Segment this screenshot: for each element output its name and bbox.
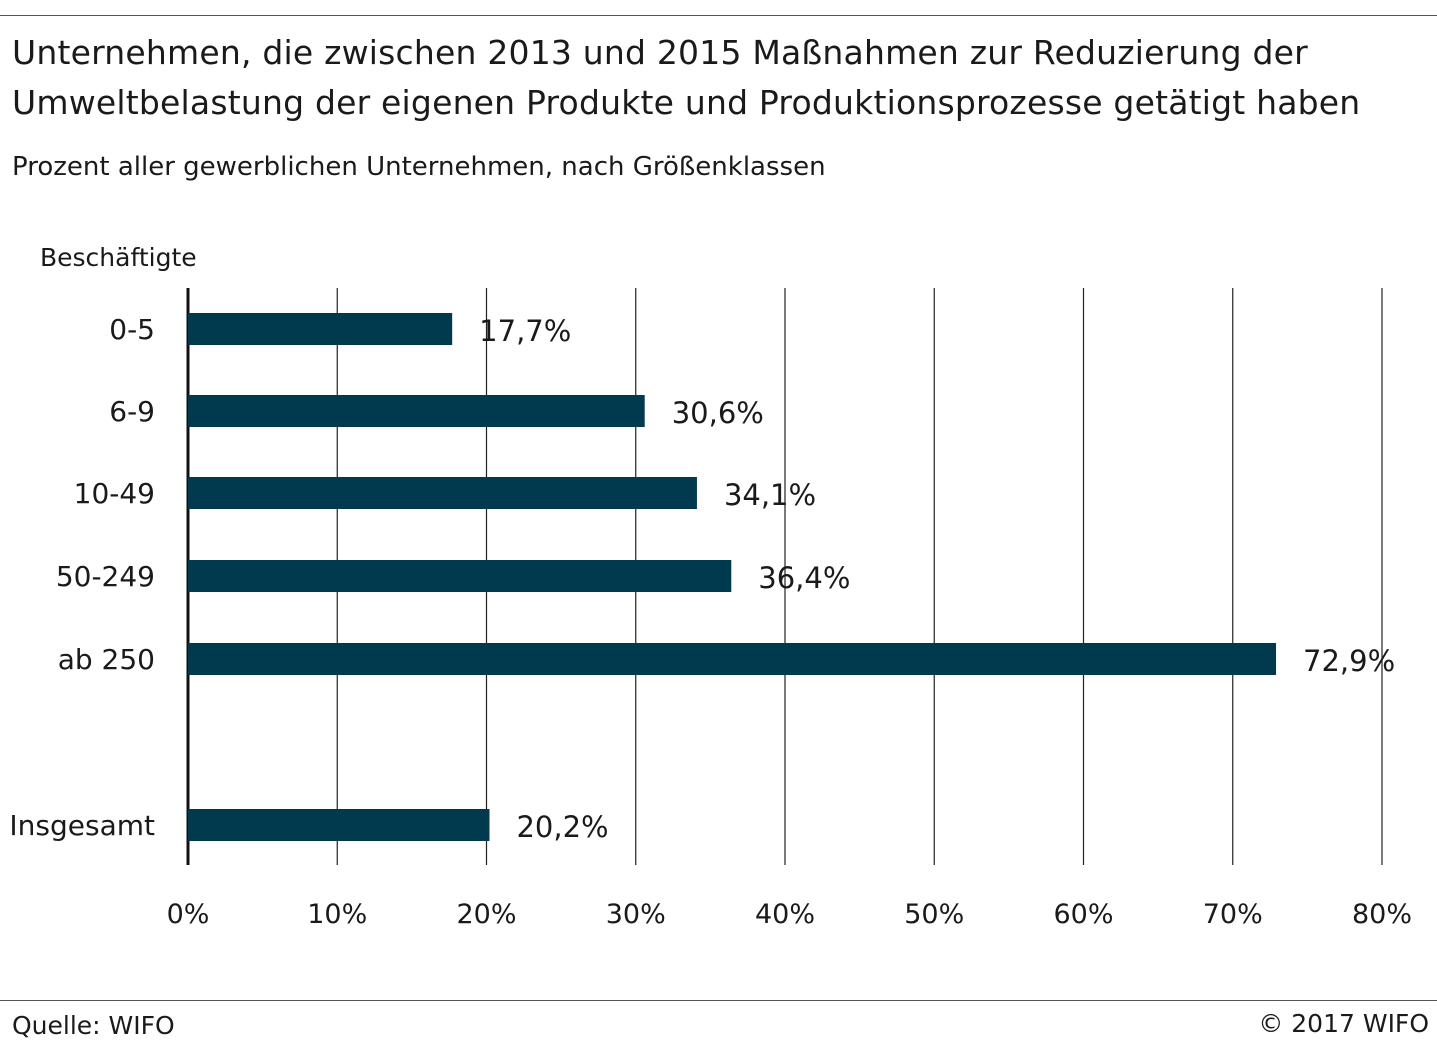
top-rule	[0, 15, 1437, 16]
category-label: Insgesamt	[9, 809, 155, 842]
data-label: 30,6%	[672, 396, 764, 430]
copyright-note: © 2017 WIFO	[1258, 1009, 1429, 1038]
bar	[188, 560, 732, 592]
chart-title-line-2: Umweltbelastung der eigenen Produkte und…	[12, 83, 1361, 122]
category-label: 50-249	[56, 560, 155, 593]
data-label: 17,7%	[479, 314, 571, 348]
category-label: 6-9	[109, 395, 155, 428]
gridlines	[186, 288, 1383, 865]
x-tick-label: 30%	[606, 899, 666, 930]
x-tick-label: 0%	[167, 899, 210, 930]
x-tick-label: 60%	[1053, 899, 1113, 930]
category-label: ab 250	[58, 643, 155, 676]
x-tick-label: 20%	[456, 899, 516, 930]
data-label: 72,9%	[1303, 644, 1395, 678]
x-tick-label: 70%	[1203, 899, 1263, 930]
x-tick-label: 40%	[755, 899, 815, 930]
labels: 0% 10% 20% 30% 40% 50% 60% 70% 80% 0-5 17,7% 6-9 30,…	[9, 313, 1412, 930]
bar	[188, 395, 645, 427]
category-axis-label: Beschäftigte	[40, 243, 197, 272]
bar	[188, 643, 1277, 675]
data-label: 36,4%	[758, 561, 850, 595]
bar	[188, 313, 453, 345]
x-tick-label: 50%	[904, 899, 964, 930]
bars	[188, 313, 1277, 841]
source-note: Quelle: WIFO	[12, 1011, 175, 1040]
chart-title-line-1: Unternehmen, die zwischen 2013 und 2015 …	[12, 33, 1308, 72]
bar	[188, 477, 697, 509]
category-label: 10-49	[74, 477, 155, 510]
category-label: 0-5	[109, 313, 155, 346]
x-tick-label: 10%	[307, 899, 367, 930]
data-label: 20,2%	[516, 810, 608, 844]
bottom-rule	[0, 1000, 1437, 1001]
bar	[188, 809, 490, 841]
x-tick-label: 80%	[1352, 899, 1412, 930]
data-label: 34,1%	[724, 478, 816, 512]
bar-chart: 0% 10% 20% 30% 40% 50% 60% 70% 80% 0-5 17,7% 6-9 30,…	[9, 243, 1412, 930]
chart-subtitle: Prozent aller gewerblichen Unternehmen, …	[12, 152, 826, 182]
